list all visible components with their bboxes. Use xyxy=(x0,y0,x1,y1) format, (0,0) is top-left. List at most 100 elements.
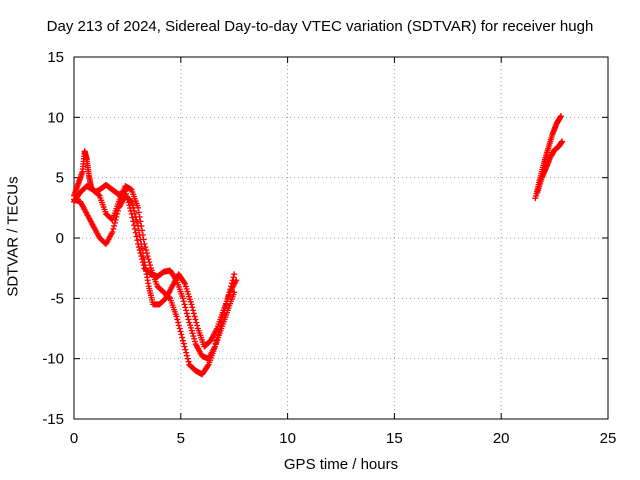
data-point xyxy=(110,225,117,232)
data-point xyxy=(559,138,566,145)
data-point xyxy=(129,214,136,221)
data-point xyxy=(178,331,185,338)
data-point xyxy=(140,254,147,261)
data-point xyxy=(95,192,102,199)
data-point xyxy=(143,247,150,254)
data-point xyxy=(182,346,189,353)
data-point xyxy=(179,334,186,341)
y-tick-label: -5 xyxy=(51,290,64,307)
y-tick-label: 5 xyxy=(56,170,64,187)
data-point xyxy=(182,304,189,311)
data-points xyxy=(71,113,566,378)
data-point xyxy=(131,225,138,232)
data-point xyxy=(204,362,211,369)
data-point xyxy=(191,338,198,345)
y-tick-label: -15 xyxy=(42,411,64,428)
data-point xyxy=(194,322,201,329)
grid-lines xyxy=(74,57,608,419)
data-point xyxy=(183,307,190,314)
data-point xyxy=(109,228,116,235)
data-point xyxy=(176,325,183,332)
y-tick-label: -10 xyxy=(42,351,64,368)
chart-title: Day 213 of 2024, Sidereal Day-to-day VTE… xyxy=(46,18,594,35)
data-point xyxy=(173,313,180,320)
data-point xyxy=(230,274,237,281)
data-point xyxy=(177,328,184,335)
data-point xyxy=(190,310,197,317)
data-point xyxy=(134,219,141,226)
x-tick-label: 20 xyxy=(493,430,510,447)
data-point xyxy=(175,319,182,326)
data-point xyxy=(128,198,135,205)
data-point xyxy=(181,301,188,308)
series-arc-a xyxy=(71,148,238,362)
data-point xyxy=(130,218,137,225)
data-point xyxy=(180,340,187,347)
data-point xyxy=(193,319,200,326)
data-point xyxy=(179,337,186,344)
data-point xyxy=(190,333,197,340)
data-point xyxy=(184,313,191,320)
data-point xyxy=(179,295,186,302)
data-point xyxy=(134,237,141,244)
data-point xyxy=(136,213,143,220)
data-point xyxy=(188,301,195,308)
data-point xyxy=(191,335,198,342)
x-tick-label: 15 xyxy=(386,430,403,447)
data-point xyxy=(133,233,140,240)
data-point xyxy=(129,201,136,208)
data-point xyxy=(185,358,192,365)
data-point xyxy=(175,322,182,329)
data-point xyxy=(189,304,196,311)
data-point xyxy=(181,343,188,350)
y-axis-label: SDTVAR / TECUs xyxy=(4,176,22,297)
data-point xyxy=(147,262,154,269)
data-point xyxy=(144,253,151,260)
data-point xyxy=(558,113,565,120)
data-point xyxy=(135,244,142,251)
data-point xyxy=(183,349,190,356)
data-point xyxy=(135,204,142,211)
data-point xyxy=(187,324,194,331)
y-tick-label: 10 xyxy=(47,109,64,126)
data-point xyxy=(141,241,148,248)
data-point xyxy=(137,218,144,225)
data-point xyxy=(139,245,146,252)
data-point xyxy=(111,219,118,226)
data-point xyxy=(183,352,190,359)
data-point xyxy=(186,319,193,326)
data-point xyxy=(231,289,238,296)
x-tick-label: 0 xyxy=(70,430,78,447)
axis-ticks: 0 5 10 15 20 25 15 10 5 0 -5 -10 -15 xyxy=(42,49,616,447)
data-point xyxy=(146,259,153,266)
data-point xyxy=(140,236,147,243)
x-tick-label: 5 xyxy=(177,430,185,447)
data-point xyxy=(183,310,190,317)
data-point xyxy=(145,256,152,263)
series-arc-b xyxy=(71,192,240,350)
data-point xyxy=(188,327,195,334)
data-point xyxy=(139,227,146,234)
data-point xyxy=(142,244,149,251)
data-point xyxy=(143,250,150,257)
data-point xyxy=(138,222,145,229)
data-point xyxy=(131,207,138,214)
data-point xyxy=(139,231,146,238)
data-point xyxy=(185,316,192,323)
x-tick-label: 25 xyxy=(600,430,617,447)
data-point xyxy=(181,279,188,286)
data-point xyxy=(131,222,138,229)
x-axis-label: GPS time / hours xyxy=(283,456,399,473)
data-point xyxy=(180,298,187,305)
data-point xyxy=(132,229,139,236)
series-arc-c xyxy=(71,183,238,378)
y-tick-label: 0 xyxy=(56,230,64,247)
data-point xyxy=(190,307,197,314)
x-tick-label: 10 xyxy=(279,430,296,447)
y-tick-label: 15 xyxy=(47,49,64,66)
data-point xyxy=(191,313,198,320)
data-point xyxy=(231,271,238,278)
data-point xyxy=(192,316,199,323)
data-point xyxy=(184,355,191,362)
